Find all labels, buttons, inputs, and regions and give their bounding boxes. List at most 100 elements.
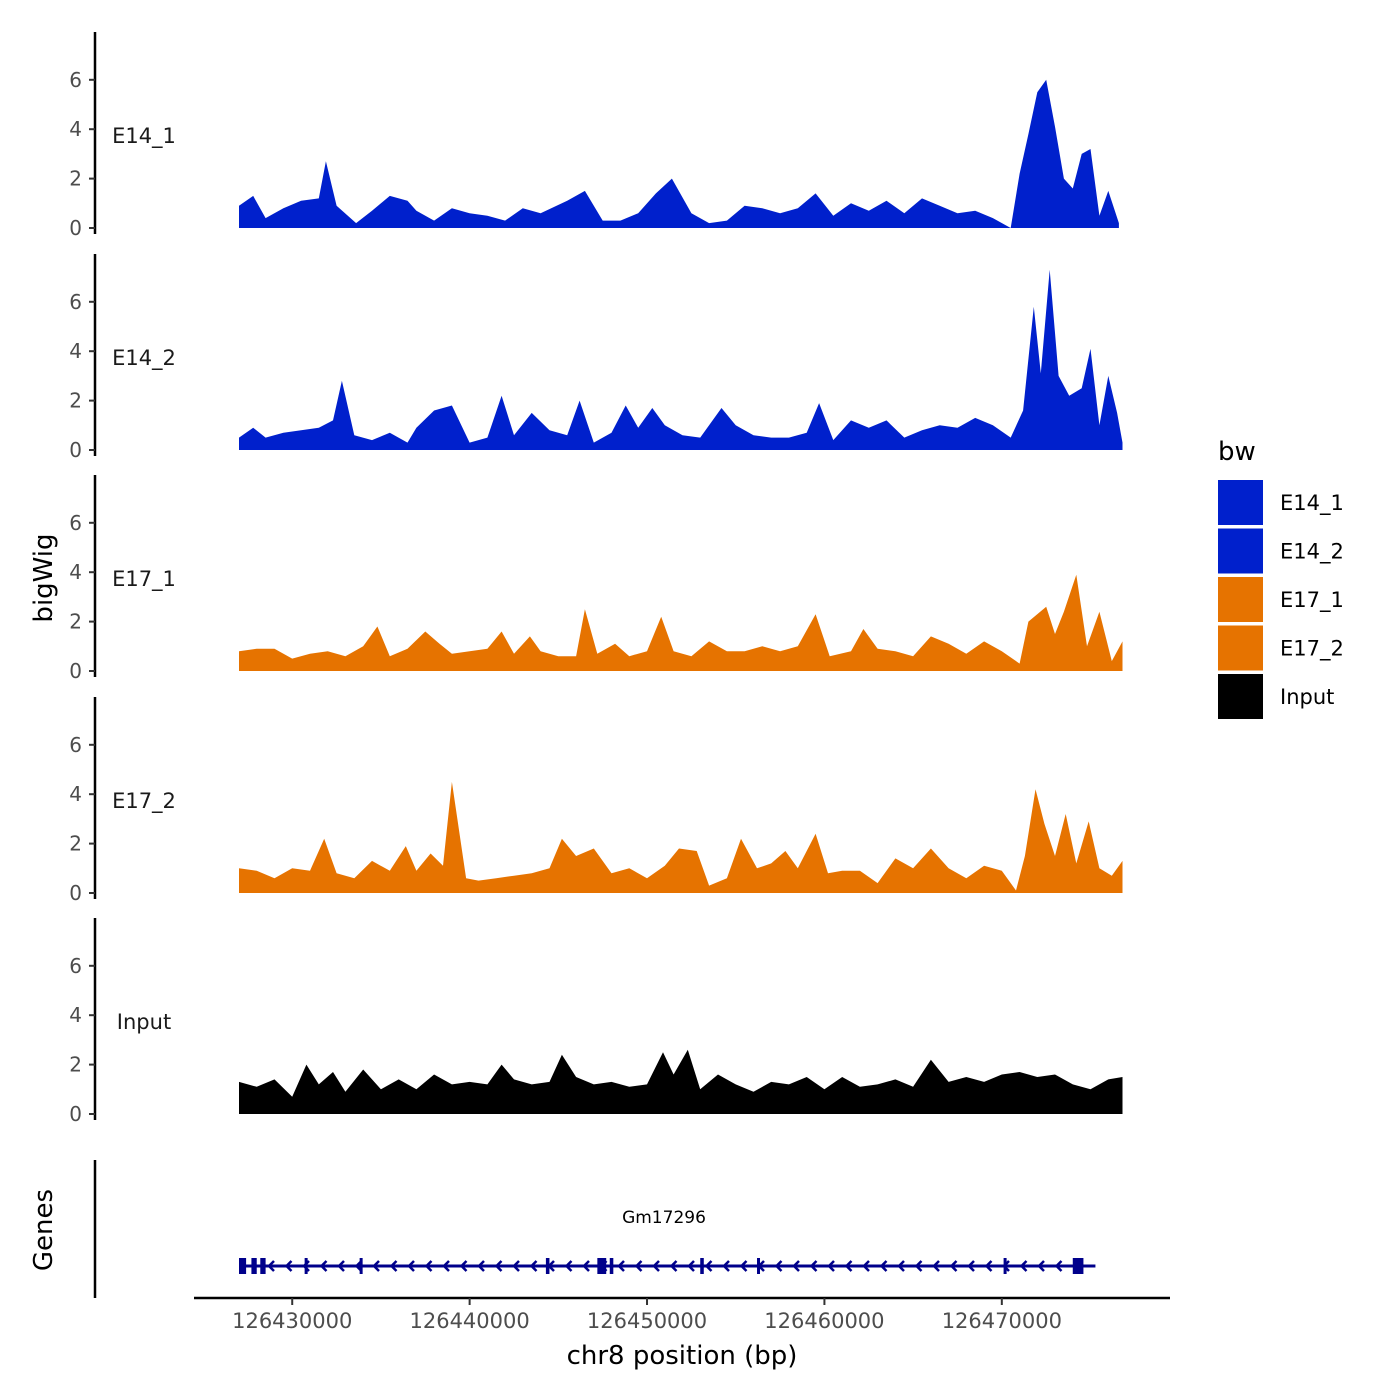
y-tick-label: 0 <box>69 881 82 905</box>
x-tick-label: 126460000 <box>764 1309 884 1333</box>
strand-arrow <box>949 1260 958 1272</box>
strand-arrow <box>529 1260 538 1272</box>
y-tick-label: 4 <box>69 1003 82 1027</box>
strand-arrow <box>442 1260 450 1272</box>
track-panels: 0 2 4 6 E14_1 0 2 4 6 E14_2 0 2 4 6 E17_1 0 2 4 6 E17_2 0 2 4 6… <box>69 32 1123 1126</box>
exon <box>359 1258 363 1274</box>
exon <box>545 1258 550 1274</box>
strand-arrow <box>704 1260 713 1272</box>
legend-swatch-e14_1 <box>1218 480 1263 525</box>
legend-label-e17_2: E17_2 <box>1280 637 1344 662</box>
x-axis-title: chr8 position (bp) <box>567 1341 798 1371</box>
strand-arrow <box>284 1260 293 1272</box>
track-panel-e17_2: 0 2 4 6 E17_2 <box>69 697 1123 905</box>
track-panel-e14_1: 0 2 4 6 E14_1 <box>69 32 1119 240</box>
legend-swatch-input <box>1218 674 1263 719</box>
x-axis: 126430000 126440000 126450000 126460000 1264… <box>194 1296 1170 1333</box>
strand-arrow <box>879 1260 888 1272</box>
strand-arrow <box>967 1260 975 1272</box>
strand-arrow <box>809 1260 818 1272</box>
legend-label-input: Input <box>1280 685 1334 709</box>
y-tick-label: 6 <box>69 511 82 535</box>
track-panel-e14_2: 0 2 4 6 E14_2 <box>69 254 1123 462</box>
y-tick-label: 2 <box>69 1053 82 1077</box>
strand-arrow <box>1054 1260 1063 1272</box>
exon <box>1003 1258 1007 1274</box>
y-tick-label: 4 <box>69 560 82 584</box>
y-tick-label: 6 <box>69 954 82 978</box>
strand-arrow <box>564 1260 573 1272</box>
y-tick-label: 2 <box>69 167 82 191</box>
strand-arrow <box>652 1260 660 1272</box>
y-tick-label: 6 <box>69 290 82 314</box>
legend-label-e14_1: E14_1 <box>1280 491 1344 516</box>
y-tick-label: 0 <box>69 1102 82 1126</box>
track-label-input: Input <box>117 1010 171 1034</box>
exon <box>1072 1258 1084 1274</box>
strand-arrow <box>897 1260 905 1272</box>
strand-arrow <box>774 1260 783 1272</box>
y-axis-title: bigWig <box>29 533 59 622</box>
y-tick-label: 0 <box>69 659 82 683</box>
strand-arrow <box>389 1260 398 1272</box>
track-label-e17_1: E17_1 <box>112 567 176 592</box>
y-tick-label: 6 <box>69 68 82 92</box>
y-tick-label: 0 <box>69 216 82 240</box>
track-label-e14_2: E14_2 <box>112 346 176 371</box>
strand-arrow <box>634 1260 643 1272</box>
strand-arrow <box>844 1260 853 1272</box>
exon <box>757 1258 761 1274</box>
gene-name-label: Gm17296 <box>622 1208 706 1228</box>
exon <box>251 1258 257 1274</box>
strand-arrow <box>669 1260 678 1272</box>
exon <box>609 1258 614 1274</box>
strand-arrow <box>372 1260 380 1272</box>
legend: bw E14_1 E14_2 E17_1 E17_2 Input <box>1218 437 1344 719</box>
strand-arrow <box>862 1260 870 1272</box>
strand-arrow <box>932 1260 940 1272</box>
strand-arrow <box>494 1260 503 1272</box>
track-label-e14_1: E14_1 <box>112 124 176 149</box>
strand-arrow <box>914 1260 923 1272</box>
track-panel-input: 0 2 4 6 Input <box>69 918 1123 1126</box>
strand-arrow <box>512 1260 520 1272</box>
gene-track: Gm17296 <box>93 1160 1096 1298</box>
strand-arrow <box>582 1260 590 1272</box>
exon <box>597 1258 607 1274</box>
x-tick-label: 126430000 <box>232 1309 352 1333</box>
strand-arrow <box>1019 1260 1028 1272</box>
strand-arrow <box>984 1260 993 1272</box>
y-tick-label: 0 <box>69 438 82 462</box>
strand-arrow <box>739 1260 748 1272</box>
strand-arrow <box>687 1260 695 1272</box>
strand-arrow <box>319 1260 328 1272</box>
y-tick-label: 4 <box>69 339 82 363</box>
track-panel-e17_1: 0 2 4 6 E17_1 <box>69 475 1123 683</box>
signal-area-e14_2 <box>239 269 1123 450</box>
signal-area-e17_1 <box>239 574 1123 671</box>
exon <box>260 1258 266 1274</box>
y-tick-label: 2 <box>69 832 82 856</box>
legend-label-e17_1: E17_1 <box>1280 588 1344 613</box>
strand-arrow <box>792 1260 800 1272</box>
legend-swatch-e17_2 <box>1218 625 1263 671</box>
legend-swatch-e17_1 <box>1218 577 1263 622</box>
signal-area-e14_1 <box>239 79 1119 228</box>
x-tick-label: 126450000 <box>587 1309 707 1333</box>
strand-arrow <box>1037 1260 1045 1272</box>
track-label-e17_2: E17_2 <box>112 789 176 814</box>
strand-arrow <box>267 1260 275 1272</box>
y-tick-label: 2 <box>69 389 82 413</box>
x-tick-label: 126470000 <box>942 1309 1062 1333</box>
exon <box>239 1258 247 1274</box>
legend-swatch-e14_2 <box>1218 528 1263 574</box>
strand-arrow <box>477 1260 485 1272</box>
exon <box>700 1258 704 1274</box>
exon <box>304 1258 308 1274</box>
genes-axis-title: Genes <box>29 1189 59 1271</box>
strand-arrow <box>407 1260 415 1272</box>
x-tick-label: 126440000 <box>409 1309 529 1333</box>
legend-label-e14_2: E14_2 <box>1280 540 1344 565</box>
strand-arrow <box>827 1260 835 1272</box>
